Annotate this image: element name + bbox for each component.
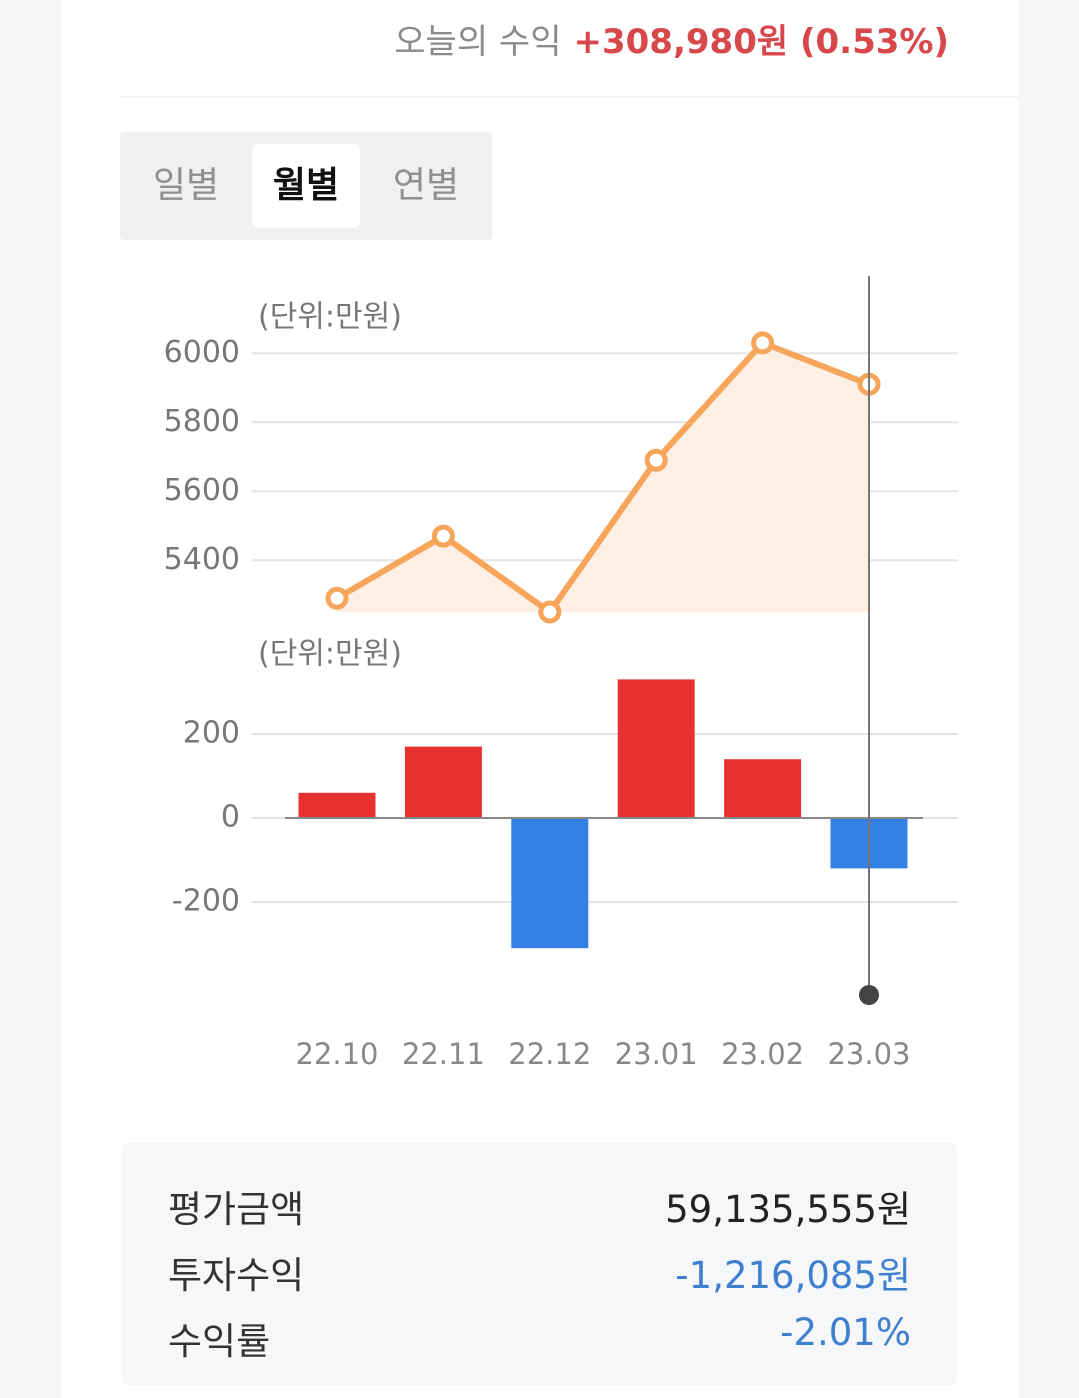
chart: (단위:만원) 5400 5600 5800 6000 (단위:만원) -200 0 200 22…: [164, 276, 958, 1071]
tab[interactable]: 일별: [152, 165, 220, 206]
unit-label: (단위:만원): [258, 300, 402, 335]
row-label: 평가금액: [168, 1188, 305, 1231]
row-value: 59,135,555원: [665, 1188, 911, 1231]
row-label: 수익률: [168, 1320, 271, 1363]
y-tick-label: 5600: [164, 473, 240, 508]
area: [337, 342, 869, 612]
today-label: 오늘의 수익: [394, 22, 562, 62]
x-tick-label: 23.02: [721, 1037, 804, 1071]
point: [431, 524, 455, 548]
period-tabs: 일별 월별 연별: [120, 132, 492, 240]
point: [538, 600, 562, 624]
tab[interactable]: 연별: [392, 165, 460, 206]
bar: [511, 818, 589, 949]
y-tick-label: 5800: [164, 404, 240, 439]
y-tick-label: 5400: [164, 542, 240, 577]
bar: [724, 759, 802, 818]
bar: [298, 792, 376, 818]
row-value: -1,216,085원: [675, 1254, 911, 1297]
point: [325, 586, 349, 610]
summary-row: 평가금액 59,135,555원: [168, 1179, 911, 1245]
today-value: +308,980원 (0.53%): [573, 22, 950, 62]
y-tick-label: -200: [172, 884, 240, 919]
x-tick-label: 23.03: [827, 1037, 910, 1071]
point: [751, 331, 775, 355]
plot: (단위:만원) 5400 5600 5800 6000 (단위:만원) -200 0 200 22…: [164, 300, 958, 1071]
y-tick-label: 6000: [164, 335, 240, 370]
tab[interactable]: 월별: [252, 144, 360, 228]
summary-row: 수익률 -2.01%: [168, 1311, 911, 1377]
y-tick-label: 0: [221, 800, 240, 835]
y-tick-label: 200: [183, 716, 240, 751]
x-tick-label: 22.10: [295, 1037, 378, 1071]
cursor-handle[interactable]: [859, 985, 879, 1005]
x-tick-label: 22.12: [508, 1037, 591, 1071]
line: [335, 339, 871, 615]
row-value: -2.01%: [780, 1311, 911, 1354]
unit-label: (단위:만원): [258, 637, 402, 672]
summary-row: 투자수익 -1,216,085원: [168, 1245, 911, 1311]
row-label: 투자수익: [168, 1254, 305, 1297]
point: [644, 448, 668, 472]
x-tick-label: 23.01: [615, 1037, 698, 1071]
x-tick-label: 22.11: [402, 1037, 485, 1071]
bar: [404, 746, 482, 818]
bar: [617, 679, 695, 818]
today-profit: 오늘의 수익 +308,980원 (0.53%): [394, 14, 949, 63]
divider: [120, 96, 1018, 98]
